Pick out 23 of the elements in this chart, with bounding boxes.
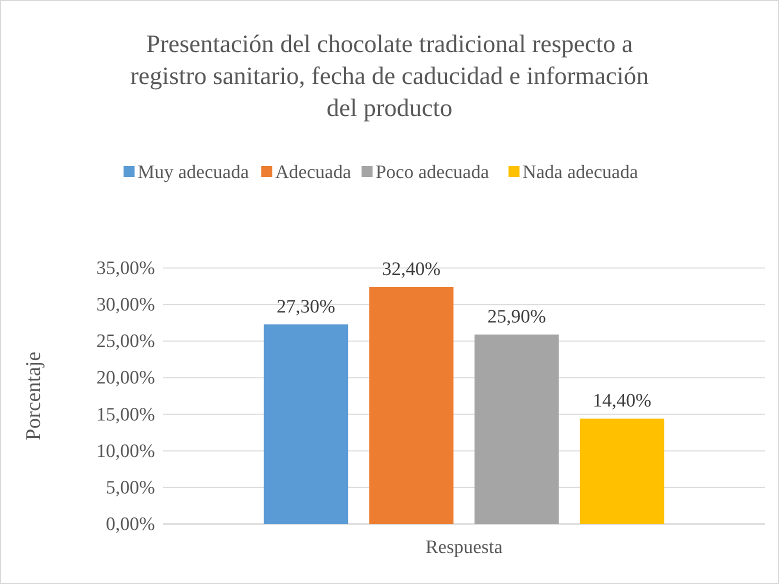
data-label: 14,40% <box>592 390 652 412</box>
data-label: 25,90% <box>487 306 546 328</box>
bar <box>369 287 454 524</box>
y-tick-label: 0,00% <box>106 514 156 535</box>
legend-label: Poco adecuada <box>376 162 490 183</box>
y-axis-title: Porcentaje <box>21 352 45 440</box>
legend-label: Nada adecuada <box>522 162 639 183</box>
data-label: 32,40% <box>382 259 441 280</box>
bar <box>580 418 664 524</box>
y-tick-label: 35,00% <box>96 258 156 279</box>
data-label: 27,30% <box>276 296 336 318</box>
bar <box>474 334 559 524</box>
y-tick-label: 5,00% <box>106 477 156 498</box>
y-tick-label: 20,00% <box>96 368 156 389</box>
bar <box>264 324 348 524</box>
y-tick-label: 30,00% <box>96 294 156 316</box>
legend-label: Muy adecuada <box>138 162 250 183</box>
legend-label: Adecuada <box>275 162 352 183</box>
y-tick-label: 10,00% <box>96 440 156 462</box>
y-tick-label: 25,00% <box>96 331 156 352</box>
y-tick-label: 15,00% <box>96 404 156 426</box>
x-tick-label: Respuesta <box>425 537 504 558</box>
chart-title: Presentación del chocolate tradicional respecto a registro sanitario, fecha de caducidad e información del producto <box>130 31 650 122</box>
